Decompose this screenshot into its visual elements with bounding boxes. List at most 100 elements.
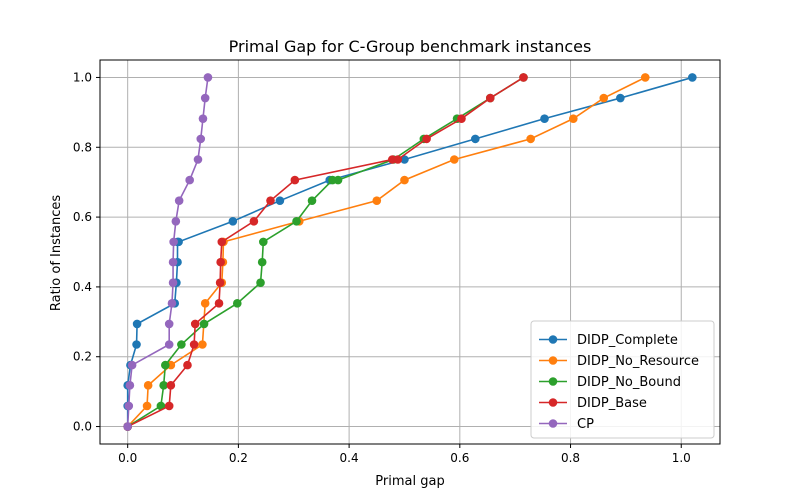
data-point-cp bbox=[164, 319, 174, 329]
data-point-didp-base bbox=[217, 237, 227, 247]
data-point-cp bbox=[185, 175, 194, 185]
data-point-didp-no-resource bbox=[142, 401, 152, 411]
data-point-didp-no-bound bbox=[232, 299, 242, 308]
data-point-cp bbox=[125, 381, 135, 390]
data-point-didp-base bbox=[166, 381, 176, 390]
legend-label: DIDP_Base bbox=[577, 396, 647, 411]
data-point-didp-base bbox=[214, 299, 224, 308]
series-didp-no-bound bbox=[123, 73, 528, 431]
data-point-didp-base bbox=[422, 134, 431, 144]
data-point-didp-no-resource bbox=[526, 134, 535, 144]
data-point-didp-base bbox=[216, 257, 225, 267]
legend-box bbox=[530, 320, 715, 439]
legend-item-didp-complete: DIDP_Complete bbox=[539, 333, 678, 348]
y-tick-label: 0.2 bbox=[73, 350, 92, 364]
data-point-didp-no-bound bbox=[159, 381, 168, 390]
data-point-cp bbox=[167, 299, 177, 308]
y-axis-label: Ratio of Instances bbox=[49, 195, 64, 311]
data-point-didp-complete bbox=[471, 134, 480, 144]
data-point-didp-no-resource bbox=[640, 73, 650, 82]
x-tick-label: 0.8 bbox=[561, 451, 580, 465]
data-point-didp-no-resource bbox=[200, 299, 210, 308]
axis-ticks: 0.0 0.2 0.4 0.6 0.8 1.0 0.0 0.2 0.4 0.6 0.8 1.0 bbox=[73, 70, 691, 465]
data-point-didp-no-bound bbox=[177, 340, 186, 349]
data-point-didp-base bbox=[457, 114, 466, 123]
data-point-didp-no-bound bbox=[259, 237, 268, 247]
x-tick-label: 0.6 bbox=[450, 451, 469, 465]
x-tick-label: 0.4 bbox=[340, 451, 359, 465]
data-point-cp bbox=[193, 155, 203, 164]
data-point-didp-base bbox=[266, 196, 275, 205]
data-point-didp-no-bound bbox=[161, 360, 170, 370]
x-tick-label: 0.2 bbox=[229, 451, 248, 465]
y-tick-label: 0.0 bbox=[73, 420, 92, 434]
data-point-cp bbox=[124, 401, 134, 411]
data-point-didp-complete bbox=[616, 93, 625, 103]
data-point-didp-no-bound bbox=[307, 196, 317, 205]
y-tick-label: 0.6 bbox=[73, 210, 92, 224]
data-point-didp-complete bbox=[688, 73, 697, 82]
data-point-didp-no-resource bbox=[599, 93, 609, 103]
data-point-cp bbox=[174, 196, 184, 205]
data-point-didp-base bbox=[183, 360, 192, 370]
data-point-didp-complete bbox=[132, 340, 141, 349]
y-tick-label: 0.4 bbox=[73, 280, 92, 294]
legend-swatch-marker bbox=[548, 398, 558, 407]
legend-item-didp-no-bound: DIDP_No_Bound bbox=[539, 375, 681, 390]
legend-swatch-marker bbox=[548, 335, 558, 344]
data-point-didp-complete bbox=[275, 196, 285, 205]
data-point-didp-no-resource bbox=[372, 196, 382, 205]
legend-label: DIDP_No_Bound bbox=[577, 375, 681, 390]
data-point-didp-complete bbox=[228, 216, 238, 226]
legend-item-cp: CP bbox=[539, 417, 594, 432]
data-point-didp-no-resource bbox=[569, 114, 578, 123]
data-point-didp-base bbox=[190, 319, 200, 329]
legend-item-didp-base: DIDP_Base bbox=[539, 396, 647, 411]
data-point-didp-base bbox=[485, 93, 495, 103]
grid bbox=[100, 60, 720, 444]
y-tick-label: 1.0 bbox=[73, 70, 92, 84]
data-point-cp bbox=[169, 237, 178, 247]
legend-label: DIDP_No_Resource bbox=[577, 354, 699, 369]
x-tick-label: 1.0 bbox=[672, 451, 691, 465]
series-didp-base bbox=[123, 73, 528, 431]
series-cp bbox=[123, 73, 213, 431]
data-point-didp-complete bbox=[540, 114, 549, 123]
data-point-cp bbox=[200, 93, 210, 103]
data-point-didp-no-bound bbox=[256, 278, 265, 288]
data-point-didp-base bbox=[290, 175, 300, 185]
data-point-cp bbox=[127, 360, 137, 370]
data-point-didp-complete bbox=[132, 319, 142, 329]
data-point-cp bbox=[203, 73, 213, 82]
data-point-cp bbox=[168, 278, 178, 288]
data-point-didp-no-bound bbox=[156, 401, 166, 411]
data-point-didp-no-resource bbox=[400, 175, 409, 185]
data-point-cp bbox=[198, 114, 208, 123]
data-point-didp-no-bound bbox=[333, 175, 343, 185]
data-point-didp-no-resource bbox=[143, 381, 153, 390]
legend-item-didp-no-resource: DIDP_No_Resource bbox=[539, 354, 699, 369]
x-axis-label: Primal gap bbox=[375, 474, 444, 489]
series-line-didp-base bbox=[127, 76, 524, 428]
data-point-didp-no-bound bbox=[257, 257, 267, 267]
series-group bbox=[123, 73, 697, 431]
data-point-didp-base bbox=[519, 73, 528, 82]
data-point-didp-base bbox=[249, 216, 259, 226]
legend-swatch-marker bbox=[548, 419, 558, 428]
data-point-cp bbox=[123, 422, 132, 431]
data-point-didp-no-bound bbox=[292, 216, 301, 226]
data-point-didp-base bbox=[215, 278, 225, 288]
legend: DIDP_Complete DIDP_No_Resource DIDP_No_Bou… bbox=[530, 320, 715, 439]
data-point-cp bbox=[168, 257, 178, 267]
data-point-cp bbox=[164, 340, 174, 349]
data-point-didp-base bbox=[189, 340, 199, 349]
series-line-cp bbox=[126, 77, 209, 427]
data-point-didp-no-resource bbox=[449, 155, 459, 164]
y-tick-label: 0.8 bbox=[73, 140, 92, 154]
legend-swatch-marker bbox=[548, 356, 558, 365]
data-point-didp-base bbox=[393, 155, 403, 164]
plot-frame bbox=[99, 59, 721, 445]
x-tick-label: 0.0 bbox=[118, 451, 137, 465]
